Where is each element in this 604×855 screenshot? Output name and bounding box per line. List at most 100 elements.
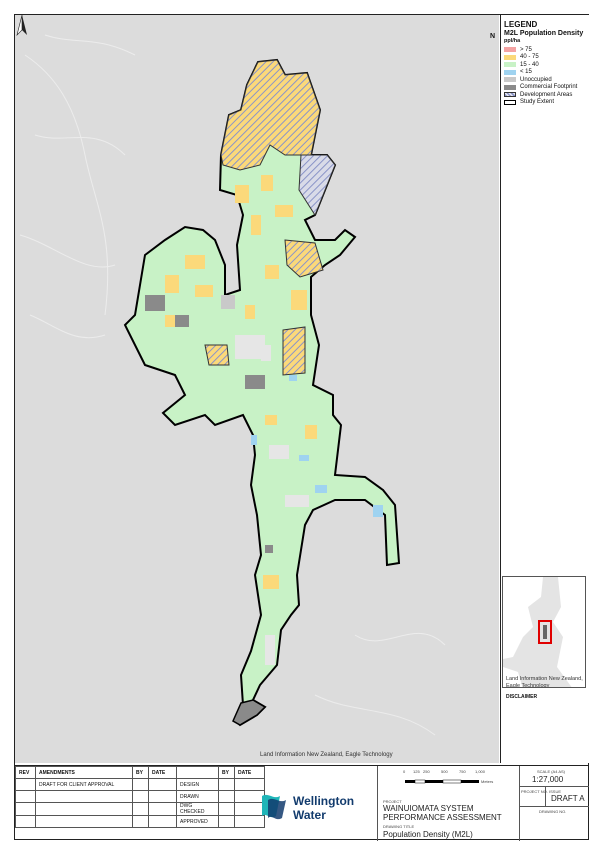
legend-item: Development Areas — [504, 91, 586, 99]
amendments-cell — [218, 790, 235, 803]
development-area — [284, 239, 324, 278]
legend-item-label: Development Areas — [520, 91, 573, 98]
issue-value: DRAFT A — [551, 794, 585, 803]
legend-units: ppl/ha — [504, 38, 521, 44]
drawing-title: Population Density (M2L) — [383, 830, 473, 839]
amendments-cell: APPROVED — [176, 815, 219, 828]
scale-tick-label: 750 — [459, 769, 466, 774]
amendments-cell: DRAWN — [176, 790, 219, 803]
legend-item-label: Unoccupied — [520, 76, 552, 83]
legend-title: LEGEND — [504, 20, 538, 29]
legend-swatch — [504, 77, 516, 83]
legend-item: Unoccupied — [504, 76, 586, 84]
amendments-cell: DRAFT FOR CLIENT APPROVAL — [35, 778, 133, 791]
legend-swatch — [504, 84, 516, 90]
legend-item: 40 - 75 — [504, 54, 586, 62]
legend-swatch — [504, 92, 516, 98]
legend-item-label: 15 - 40 — [520, 61, 539, 68]
legend-item: < 15 — [504, 69, 586, 77]
amendments-cell — [15, 815, 36, 828]
drawing-title-label: DRAWING TITLE — [383, 824, 415, 829]
amendments-cell — [218, 778, 235, 791]
project-name-line2: PERFORMANCE ASSESSMENT — [383, 813, 502, 822]
legend-swatch — [504, 62, 516, 68]
amendments-cell — [35, 815, 133, 828]
amendments-header-cell: AMENDMENTS — [35, 766, 133, 779]
project-label: PROJECT — [383, 799, 402, 804]
development-area — [220, 59, 321, 171]
legend-item-label: > 75 — [520, 46, 532, 53]
development-area — [282, 326, 306, 376]
amendments-row: DRAWN — [15, 790, 265, 803]
basemap-roads — [19, 34, 446, 736]
amendments-cell — [35, 802, 133, 816]
amendments-cell: DWG CHECKED — [176, 802, 219, 816]
project-name: WAINUIOMATA SYSTEM PERFORMANCE ASSESSMEN… — [383, 804, 523, 822]
scale-value: 1:27,000 — [532, 775, 564, 784]
amendments-header-cell: BY — [132, 766, 149, 779]
legend-item-label: Study Extent — [520, 99, 555, 106]
legend-item-label: < 15 — [520, 69, 532, 76]
amendments-header-cell: DATE — [148, 766, 177, 779]
development-area — [298, 154, 336, 217]
legend-subtitle: M2L Population Density — [504, 30, 584, 37]
legend-swatch — [504, 47, 516, 53]
amendments-cell — [234, 815, 265, 828]
legend-item: Commercial Footprint — [504, 84, 586, 92]
amendments-cell — [218, 802, 235, 816]
amendments-cell — [132, 790, 149, 803]
legend-item: 15 - 40 — [504, 61, 586, 69]
north-label: N — [490, 33, 496, 40]
issue-label: ISSUE — [549, 789, 562, 794]
map-canvas — [19, 34, 446, 736]
legend: LEGEND M2L Population Density ppl/ha > 7… — [502, 20, 586, 106]
project-no-label: PROJECT NO. — [521, 789, 548, 794]
legend-item: Study Extent — [504, 99, 586, 107]
drawing-no-label: DRAWING NO. — [539, 809, 567, 814]
amendments-cell — [148, 802, 177, 816]
amendments-cell — [132, 778, 149, 791]
amendments-cell — [15, 790, 36, 803]
legend-item-label: Commercial Footprint — [520, 84, 578, 91]
scale-tick-label: 0 — [403, 769, 406, 774]
legend-item-label: 40 - 75 — [520, 54, 539, 61]
disclaimer-label: DISCLAIMER — [506, 694, 538, 700]
amendments-cell — [35, 790, 133, 803]
legend-swatch — [504, 99, 516, 105]
amendments-header-cell: BY — [218, 766, 235, 779]
inset-map[interactable]: Land Information New Zealand, Eagle Tech… — [502, 576, 586, 688]
amendments-cell — [15, 802, 36, 816]
legend-swatch — [504, 54, 516, 60]
legend-item: > 75 — [504, 46, 586, 54]
north-arrow-icon — [16, 15, 27, 36]
legend-swatch — [504, 69, 516, 75]
development-area — [204, 344, 230, 366]
amendments-cell — [15, 778, 36, 791]
amendments-cell — [148, 790, 177, 803]
scale-tick-label: 500 — [441, 769, 448, 774]
amendments-row: DRAFT FOR CLIENT APPROVAL DESIGN — [15, 778, 265, 791]
title-block: REV AMENDMENTS BY DATE BY DATE DRAFT FOR CLIE… — [15, 765, 589, 841]
scale-tick-label: 250 — [423, 769, 430, 774]
main-map[interactable]: N Land Information New Zealand, Eagle Te… — [15, 15, 499, 763]
amendments-cell — [132, 802, 149, 816]
amendments-header-cell: DATE — [234, 766, 265, 779]
inset-map-canvas — [503, 577, 585, 687]
logo-text-wellington: Wellington — [293, 794, 355, 808]
project-name-line1: WAINUIOMATA SYSTEM — [383, 804, 474, 813]
wellington-water-logo-icon — [262, 794, 286, 820]
amendments-cell — [218, 815, 235, 828]
amendments-table: REV AMENDMENTS BY DATE BY DATE DRAFT FOR CLIE… — [15, 766, 265, 828]
scale-label: SCALE (A4 AS) — [537, 769, 566, 774]
amendments-cell — [132, 815, 149, 828]
scale-bar — [405, 779, 479, 784]
scale-tick-label: 1,000 — [475, 769, 486, 774]
scale-unit: Meters — [481, 779, 494, 784]
map-credit: Land Information New Zealand, Eagle Tech… — [260, 752, 393, 758]
amendments-header-cell — [176, 766, 219, 779]
amendments-cell: DESIGN — [176, 778, 219, 791]
amendments-row: DWG CHECKED — [15, 802, 265, 816]
amendments-cell — [148, 815, 177, 828]
amendments-row: APPROVED — [15, 815, 265, 828]
commercial-footprint — [232, 699, 267, 726]
